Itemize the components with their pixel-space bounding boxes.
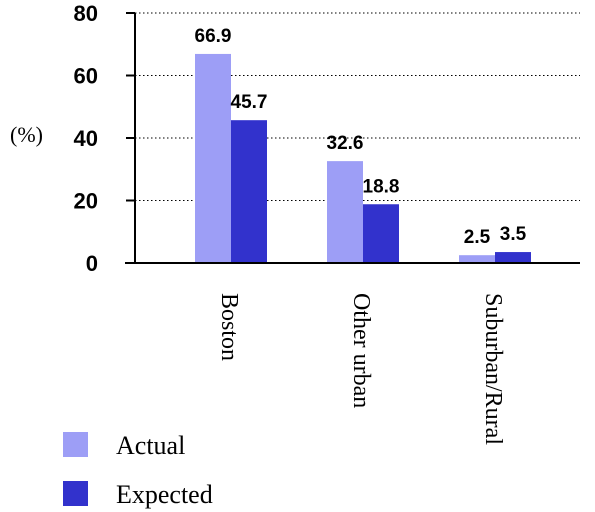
data-label-actual-3: 2.5 [464,227,491,248]
bar-expected-1 [231,120,267,263]
axes [125,12,580,264]
bar-expected-2 [363,204,399,263]
legend-label-expected: Expected [116,480,213,509]
y-axis-label: (%) [10,122,43,147]
data-label-expected-1: 45.7 [231,92,268,113]
y-tick-label-60: 60 [74,64,98,89]
bar-actual-1 [195,53,231,263]
bar-actual-2 [327,161,363,263]
bar-expected-3 [495,252,531,263]
y-tick-label-0: 0 [86,251,98,276]
bar-actual-3 [459,255,495,263]
data-label-expected-3: 3.5 [500,224,527,245]
data-label-expected-2: 18.8 [363,176,400,197]
category-label-2: Other urban [348,293,374,408]
y-tick-label-40: 40 [74,126,98,151]
legend-swatch-expected [63,481,88,506]
category-label-3: Suburban/Rural [480,293,506,445]
data-label-actual-2: 32.6 [327,133,364,154]
legend: Actual Expected [63,431,213,509]
category-labels: Boston Other urban Suburban/Rural [216,293,506,445]
y-tick-label-80: 80 [74,1,98,26]
data-label-actual-1: 66.9 [195,26,232,47]
legend-label-actual: Actual [116,431,185,460]
legend-swatch-actual [63,432,88,457]
y-tick-labels: 0 20 40 60 80 [74,1,98,276]
y-tick-label-20: 20 [74,189,98,214]
category-label-1: Boston [216,293,242,361]
data-labels: 66.9 45.7 32.6 18.8 2.5 3.5 [195,26,527,248]
bars [195,53,531,263]
